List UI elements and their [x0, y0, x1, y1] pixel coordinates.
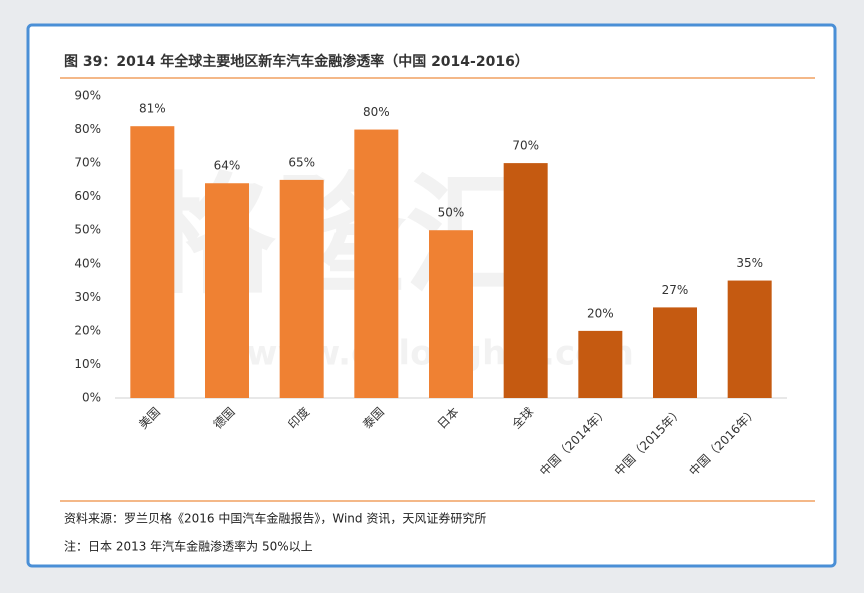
data-label: 35% [736, 256, 763, 270]
y-tick-label: 40% [74, 256, 101, 270]
y-tick-label: 90% [74, 89, 101, 103]
data-label: 20% [587, 306, 614, 320]
data-label: 65% [288, 155, 315, 169]
bar [205, 183, 249, 398]
bar [354, 129, 399, 399]
bar [653, 307, 697, 398]
data-label: 80% [363, 105, 390, 119]
data-label: 50% [438, 206, 465, 220]
data-label: 70% [512, 139, 539, 153]
y-tick-label: 50% [74, 223, 101, 237]
data-label: 27% [662, 283, 689, 297]
bar [130, 126, 175, 398]
data-label: 81% [139, 102, 166, 116]
bar [578, 330, 623, 398]
y-tick-label: 30% [74, 290, 101, 304]
y-tick-label: 60% [74, 189, 101, 203]
y-tick-label: 0% [82, 391, 101, 405]
source: 资料来源：罗兰贝格《2016 中国汽车金融报告》，Wind 资讯，天风证券研究所 [64, 511, 486, 526]
y-tick-label: 20% [74, 323, 101, 337]
watermark: 格隆汇 [145, 160, 535, 312]
y-tick-label: 80% [74, 122, 101, 136]
note: 注：日本 2013 年汽车金融渗透率为 50%以上 [64, 539, 313, 554]
bar [429, 230, 473, 398]
y-tick-label: 70% [74, 156, 101, 170]
y-tick-label: 10% [74, 357, 101, 371]
chart-title: 图 39：2014 年全球主要地区新车汽车金融渗透率（中国 2014-2016） [64, 53, 529, 70]
bar [279, 179, 324, 398]
bar [727, 280, 772, 398]
bar [503, 163, 548, 398]
data-label: 64% [214, 159, 241, 173]
